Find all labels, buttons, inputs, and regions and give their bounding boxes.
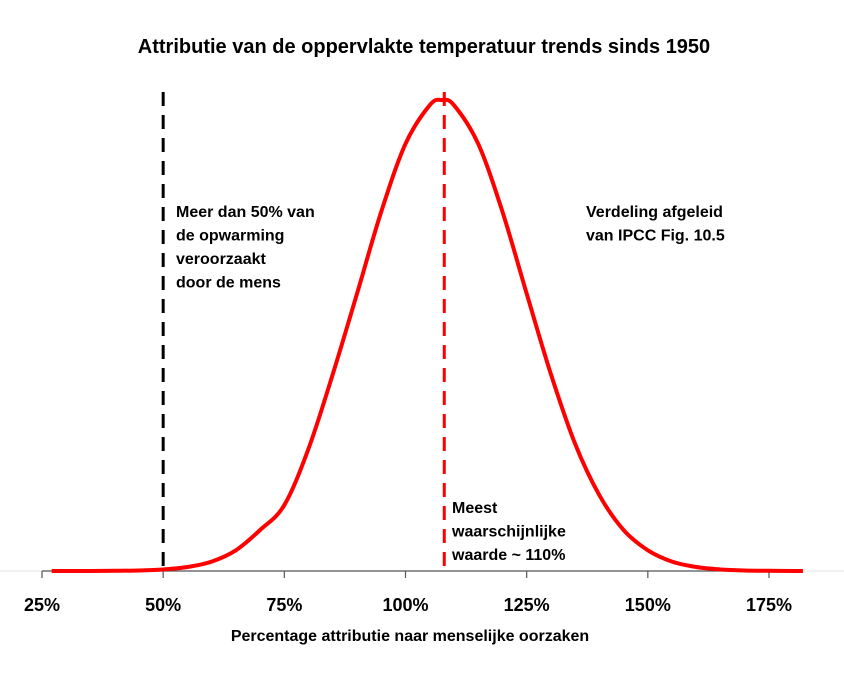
x-tick-label: 50% (145, 595, 181, 615)
annotation-line: de opwarming (176, 228, 284, 245)
x-tick-label: 100% (382, 595, 428, 615)
x-tick-label: 25% (24, 595, 60, 615)
annotation-line: Verdeling afgeleid (586, 204, 723, 221)
annotation-line: Meer dan 50% van (176, 204, 315, 221)
annotation-line: waarschijnlijke (451, 524, 566, 541)
annotation-line: veroorzaakt (176, 251, 266, 268)
annotation-source: Verdeling afgeleid van IPCC Fig. 10.5 (586, 204, 725, 245)
x-axis-label: Percentage attributie naar menselijke oo… (231, 628, 589, 645)
distribution-curve (51, 97, 803, 574)
x-tick-label: 125% (504, 595, 550, 615)
annotation-line: door de mens (176, 275, 281, 292)
annotation-line: van IPCC Fig. 10.5 (586, 228, 725, 245)
annotation-most-likely: Meest waarschijnlijke waarde ~ 110% (451, 500, 566, 564)
x-tick-label: 175% (746, 595, 792, 615)
chart-title: Attributie van de oppervlakte temperatuu… (138, 36, 710, 58)
annotation-human-cause: Meer dan 50% van de opwarming veroorzaakt d… (176, 204, 315, 292)
annotation-line: waarde ~ 110% (451, 547, 565, 564)
x-tick-label: 150% (625, 595, 671, 615)
x-axis: 25% 50% 75% 100% 125% 150% 175% (24, 570, 792, 615)
x-tick-label: 75% (266, 595, 302, 615)
annotation-line: Meest (452, 500, 498, 517)
